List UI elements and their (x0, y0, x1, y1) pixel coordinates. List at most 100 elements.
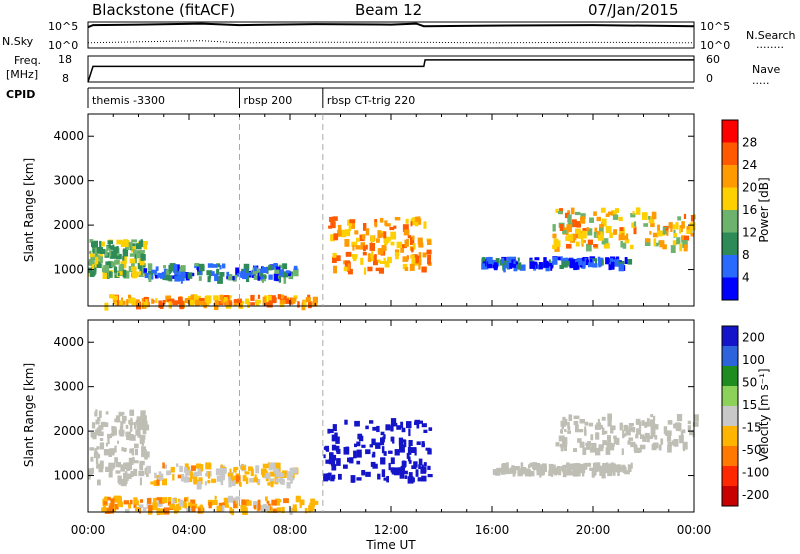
power-cell (205, 295, 212, 304)
power-cell (605, 225, 612, 234)
velocity-cell (628, 423, 634, 427)
date-title: 07/Jan/2015 (588, 1, 679, 19)
velocity-cell (381, 469, 386, 477)
velocity-cell (111, 426, 115, 431)
velocity-cell (233, 500, 236, 505)
velocity-cell (331, 444, 337, 451)
velocity-cell (142, 507, 147, 512)
power-cell (348, 268, 353, 275)
power-cell (517, 257, 520, 262)
power-cell (383, 231, 387, 239)
velocity-cell (167, 497, 172, 502)
velocity-cell (380, 457, 386, 465)
velocity-cell (244, 471, 250, 475)
power-cell (611, 210, 617, 216)
velocity-cell (176, 463, 179, 467)
power-cell (210, 271, 215, 276)
velocity-cell (111, 504, 117, 512)
velocity-cell (115, 462, 121, 467)
power-cell (363, 245, 366, 252)
power-cell (243, 263, 250, 271)
x-tick-label: 08:00 (273, 523, 308, 537)
velocity-cell (567, 430, 571, 434)
power-cell (272, 299, 276, 304)
velocity-cell (268, 463, 273, 471)
velocity-cell (211, 478, 217, 483)
velocity-cell (682, 441, 688, 450)
power-cell (619, 227, 624, 231)
power-cell (281, 271, 287, 275)
velocity-cell (172, 473, 175, 481)
y-tick-label: 2000 (53, 218, 84, 232)
velocity-cell (91, 422, 96, 429)
power-cell (271, 265, 277, 269)
power-cell (162, 300, 166, 305)
velocity-cell (619, 466, 624, 472)
velocity-cell (400, 465, 403, 474)
velocity-cell (95, 409, 98, 416)
velocity-cell (589, 467, 596, 471)
power-cell (620, 241, 623, 248)
velocity-cell (139, 464, 143, 470)
power-cell (109, 249, 112, 257)
velocity-cell (286, 481, 291, 489)
velocity-cell (166, 472, 170, 476)
velocity-cell (613, 435, 617, 440)
power-cell (88, 267, 93, 274)
velocity-cell (188, 502, 192, 509)
power-cell (347, 219, 351, 226)
velocity-cell (421, 443, 425, 447)
cpid-row: CPID themis -3300 rbsp 200 rbsp CT-trig 22… (6, 87, 694, 108)
power-cell (553, 238, 559, 247)
velocity-cell (354, 443, 357, 448)
velocity-cell (157, 476, 162, 481)
y-tick-label: 2000 (53, 424, 84, 438)
power-cell (676, 237, 681, 245)
power-cell (261, 267, 268, 274)
velocity-cell (678, 435, 684, 439)
velocity-cell (115, 503, 119, 510)
power-cell (421, 266, 427, 273)
velocity-cell (664, 432, 668, 436)
power-cell (367, 258, 372, 262)
velocity-colorbar-swatch (722, 486, 738, 506)
power-cell (681, 221, 685, 229)
velocity-cell (115, 470, 121, 474)
power-cell (557, 256, 561, 261)
power-cell (584, 257, 587, 265)
power-cell (112, 295, 117, 300)
power-cell (649, 231, 652, 235)
power-cell (564, 260, 570, 266)
velocity-cell (326, 473, 331, 481)
velocity-cell (275, 462, 281, 468)
power-cell (601, 259, 604, 266)
velocity-cell (148, 505, 153, 513)
power-cell (282, 297, 286, 301)
power-cell (654, 242, 659, 247)
velocity-cell (376, 425, 380, 433)
power-cell (352, 255, 357, 262)
power-cell (109, 252, 114, 259)
velocity-cell (630, 441, 636, 448)
power-colorbar-swatch (722, 187, 738, 210)
freq-series (87, 59, 694, 83)
power-cell (345, 229, 351, 237)
power-cell (131, 239, 137, 243)
power-cell (574, 211, 581, 216)
power-cell (114, 270, 117, 276)
velocity-cell (567, 465, 572, 470)
power-cell (672, 224, 676, 230)
power-cell (581, 257, 587, 265)
nave-tick-top: 60 (706, 53, 720, 66)
velocity-cell (591, 442, 597, 450)
velocity-cell (601, 427, 605, 435)
velocity-cell (137, 434, 142, 438)
power-cell (275, 266, 281, 270)
velocity-cell (323, 454, 326, 459)
y-tick-label: 3000 (53, 174, 84, 188)
y-tick-label: 1000 (53, 263, 84, 277)
velocity-cell (223, 497, 229, 506)
velocity-cell (133, 460, 139, 464)
power-cell (633, 221, 637, 227)
power-cell (365, 228, 370, 236)
